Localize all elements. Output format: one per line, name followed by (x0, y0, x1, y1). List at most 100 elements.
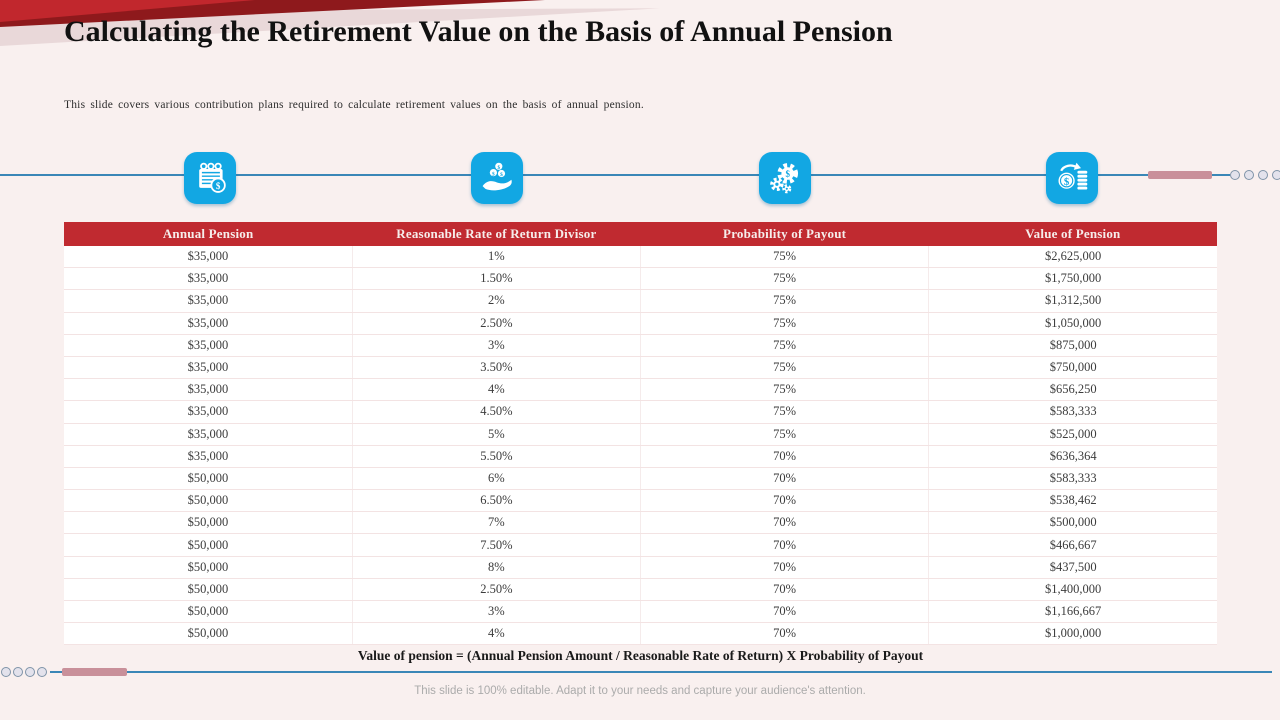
table-cell: $35,000 (64, 356, 353, 380)
table-cell: 75% (640, 356, 930, 380)
table-cell: 70% (640, 533, 930, 557)
table-cell: 75% (640, 312, 930, 335)
table-cell: $35,000 (64, 246, 353, 269)
svg-text:$: $ (1064, 176, 1070, 188)
table-cell: $500,000 (928, 511, 1217, 535)
table-cell: $35,000 (64, 378, 353, 402)
table-cell: 1% (352, 246, 642, 269)
table-row: $35,000 3% 75% $875,000 (64, 334, 1217, 357)
svg-text:$: $ (497, 164, 500, 171)
table-cell: $538,462 (928, 489, 1217, 513)
table-row: $50,000 8% 70% $437,500 (64, 556, 1217, 579)
table-cell: 3.50% (352, 356, 642, 380)
footer-note: This slide is 100% editable. Adapt it to… (414, 685, 866, 697)
pension-table: Annual Pension Reasonable Rate of Return… (64, 222, 1217, 646)
bottom-dot-2 (13, 667, 23, 677)
table-cell: 4% (352, 622, 642, 646)
column-header-annual-pension: Annual Pension (64, 222, 353, 246)
table-row: $50,000 2.50% 70% $1,400,000 (64, 578, 1217, 602)
table-cell: $50,000 (64, 489, 353, 513)
table-row: $35,000 1% 75% $2,625,000 (64, 246, 1217, 269)
table-row: $50,000 3% 70% $1,166,667 (64, 600, 1217, 624)
table-row: $35,000 4.50% 75% $583,333 (64, 400, 1217, 424)
table-row: $50,000 7.50% 70% $466,667 (64, 533, 1217, 557)
table-cell: $1,400,000 (928, 578, 1217, 602)
table-cell: 70% (640, 578, 930, 602)
bottom-dot-4 (37, 667, 47, 677)
column-header-rate-of-return: Reasonable Rate of Return Divisor (352, 222, 641, 246)
table-cell: 70% (640, 445, 930, 468)
svg-text:$: $ (785, 169, 790, 179)
table-cell: 2% (352, 289, 642, 313)
bottom-dot-3 (25, 667, 35, 677)
table-row: $50,000 6.50% 70% $538,462 (64, 489, 1217, 513)
table-cell: $583,333 (928, 400, 1217, 424)
table-cell: 70% (640, 467, 930, 491)
table-cell: $525,000 (928, 423, 1217, 446)
table-cell: 75% (640, 267, 930, 291)
table-cell: $50,000 (64, 556, 353, 579)
table-cell: 75% (640, 246, 930, 269)
table-cell: $50,000 (64, 600, 353, 624)
table-cell: $35,000 (64, 445, 353, 468)
top-dot-2 (1244, 170, 1254, 180)
table-cell: 5% (352, 423, 642, 446)
table-cell: $35,000 (64, 312, 353, 335)
table-row: $50,000 4% 70% $1,000,000 (64, 622, 1217, 646)
table-cell: 2.50% (352, 578, 642, 602)
table-cell: 75% (640, 378, 930, 402)
table-row: $35,000 3.50% 75% $750,000 (64, 356, 1217, 380)
notepad-dollar-icon: $ (184, 152, 236, 204)
table-cell: $1,312,500 (928, 289, 1217, 313)
table-cell: 8% (352, 556, 642, 579)
top-dot-1 (1230, 170, 1240, 180)
table-cell: $875,000 (928, 334, 1217, 357)
page-title: Calculating the Retirement Value on the … (64, 15, 893, 48)
table-cell: 75% (640, 289, 930, 313)
svg-text:$: $ (216, 181, 221, 191)
table-row: $35,000 1.50% 75% $1,750,000 (64, 267, 1217, 291)
table-cell: $35,000 (64, 289, 353, 313)
hand-coins-icon: $ $ $ (471, 152, 523, 204)
bottom-accent-bar (62, 668, 127, 676)
coin-stack-refresh-icon: $ (1046, 152, 1098, 204)
table-cell: 70% (640, 511, 930, 535)
table-cell: $50,000 (64, 533, 353, 557)
table-cell: $656,250 (928, 378, 1217, 402)
table-cell: $35,000 (64, 334, 353, 357)
top-divider-line (0, 174, 1230, 176)
table-cell: $35,000 (64, 423, 353, 446)
table-cell: $466,667 (928, 533, 1217, 557)
slide-subtitle: This slide covers various contribution p… (64, 99, 644, 111)
table-cell: 1.50% (352, 267, 642, 291)
table-cell: 2.50% (352, 312, 642, 335)
table-cell: 7.50% (352, 533, 642, 557)
table-cell: 75% (640, 400, 930, 424)
table-cell: $35,000 (64, 267, 353, 291)
table-cell: $50,000 (64, 578, 353, 602)
pension-formula: Value of pension = (Annual Pension Amoun… (357, 648, 924, 663)
table-cell: 70% (640, 600, 930, 624)
table-cell: 7% (352, 511, 642, 535)
table-cell: 4.50% (352, 400, 642, 424)
table-row: $35,000 5% 75% $525,000 (64, 423, 1217, 446)
pension-table-header: Annual Pension Reasonable Rate of Return… (64, 222, 1217, 246)
table-row: $35,000 2% 75% $1,312,500 (64, 289, 1217, 313)
table-cell: 70% (640, 622, 930, 646)
top-dot-3 (1258, 170, 1268, 180)
top-accent-bar (1148, 171, 1212, 179)
top-dot-4 (1272, 170, 1280, 180)
pension-table-body: $35,000 1% 75% $2,625,000 $35,000 1.50% 75% $1,… (64, 246, 1217, 646)
table-cell: $583,333 (928, 467, 1217, 491)
table-cell: 4% (352, 378, 642, 402)
table-cell: 6.50% (352, 489, 642, 513)
table-row: $50,000 6% 70% $583,333 (64, 467, 1217, 491)
table-cell: 3% (352, 334, 642, 357)
table-row: $35,000 2.50% 75% $1,050,000 (64, 312, 1217, 335)
gears-dollar-icon: $ (759, 152, 811, 204)
table-cell: $50,000 (64, 467, 353, 491)
table-cell: 5.50% (352, 445, 642, 468)
table-cell: $50,000 (64, 511, 353, 535)
table-cell: $50,000 (64, 622, 353, 646)
table-cell: $636,364 (928, 445, 1217, 468)
